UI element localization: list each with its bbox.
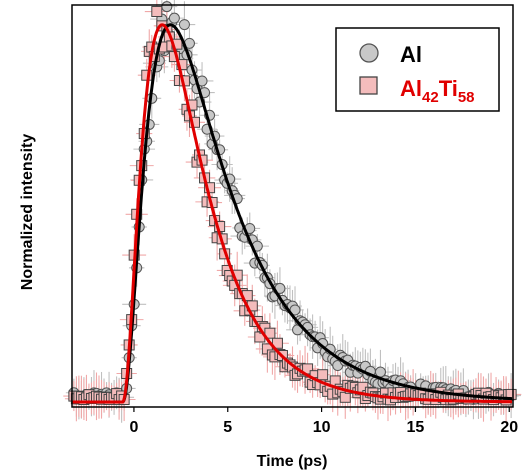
legend-alti-label: Al42Ti58 bbox=[400, 76, 475, 106]
al-fit-curve bbox=[72, 23, 513, 404]
alti-point bbox=[151, 6, 163, 18]
alti-fit-curve bbox=[72, 23, 513, 404]
x-ticks: 0 5 10 15 20 bbox=[129, 407, 518, 436]
legend: Al Al42Ti58 bbox=[335, 27, 500, 112]
alti-point bbox=[339, 391, 351, 403]
alti-point bbox=[188, 116, 200, 128]
al-point bbox=[289, 304, 301, 316]
x-tick-label: 0 bbox=[129, 419, 138, 436]
x-tick-label: 5 bbox=[223, 419, 232, 436]
alti-point bbox=[271, 337, 283, 349]
x-tick-label: 10 bbox=[313, 419, 331, 436]
fit-curves-layer bbox=[72, 23, 513, 404]
alti-point bbox=[264, 327, 276, 339]
x-axis-title: Time (ps) bbox=[257, 453, 328, 470]
al-point bbox=[161, 1, 173, 13]
legend-alti-marker bbox=[359, 76, 378, 95]
x-tick-label: 15 bbox=[407, 419, 425, 436]
al-point bbox=[168, 12, 180, 24]
alti-point bbox=[176, 59, 188, 71]
alti-point bbox=[317, 369, 329, 381]
legend-al-marker bbox=[359, 43, 379, 63]
plot-frame bbox=[71, 4, 514, 408]
x-tick-label: 20 bbox=[500, 419, 518, 436]
y-axis-title: Normalized intensity bbox=[19, 134, 36, 291]
al-point bbox=[178, 19, 190, 31]
legend-box bbox=[335, 27, 500, 112]
legend-al-label: Al bbox=[400, 42, 422, 67]
